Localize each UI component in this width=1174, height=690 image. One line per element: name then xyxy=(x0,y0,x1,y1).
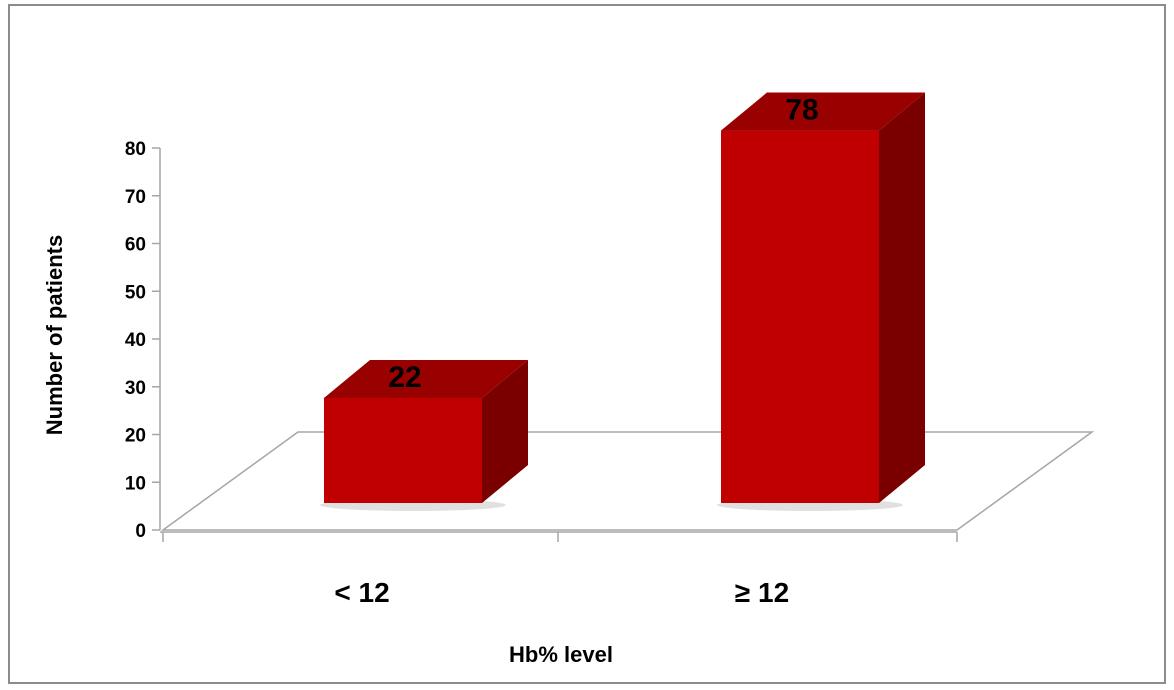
bar-top-face xyxy=(324,359,528,398)
bar-2 xyxy=(717,92,925,511)
y-axis-title: Number of patients xyxy=(42,235,67,435)
bar-top-face xyxy=(721,92,925,131)
bar-side-face xyxy=(482,359,528,503)
y-tick-label: 20 xyxy=(125,426,146,447)
x-axis-title: Hb% level xyxy=(509,642,613,667)
y-tick-label: 0 xyxy=(135,521,146,542)
y-tick-label: 60 xyxy=(125,235,146,256)
category-label: < 12 xyxy=(334,577,389,608)
bar-side-face xyxy=(879,92,925,504)
category-label: ≥ 12 xyxy=(735,577,789,608)
chart-frame xyxy=(8,4,1166,684)
y-tick-label: 80 xyxy=(125,139,146,160)
y-tick-label: 30 xyxy=(125,378,146,399)
y-tick-label: 50 xyxy=(125,282,146,303)
bars xyxy=(320,92,925,511)
bar-front-face xyxy=(324,397,482,503)
chart-floor xyxy=(160,431,1095,531)
bar-front-face xyxy=(721,130,879,504)
labels: 22 < 12 78 ≥ 12 xyxy=(334,94,818,608)
y-axis: 0 10 20 30 40 50 60 70 80 xyxy=(125,139,958,542)
y-tick-label: 40 xyxy=(125,330,146,351)
bar-1 xyxy=(320,359,528,511)
floor-plane xyxy=(160,431,1095,531)
data-label: 22 xyxy=(388,361,421,394)
data-label: 78 xyxy=(785,94,818,127)
y-tick-label: 70 xyxy=(125,187,146,208)
y-tick-label: 10 xyxy=(125,473,146,494)
